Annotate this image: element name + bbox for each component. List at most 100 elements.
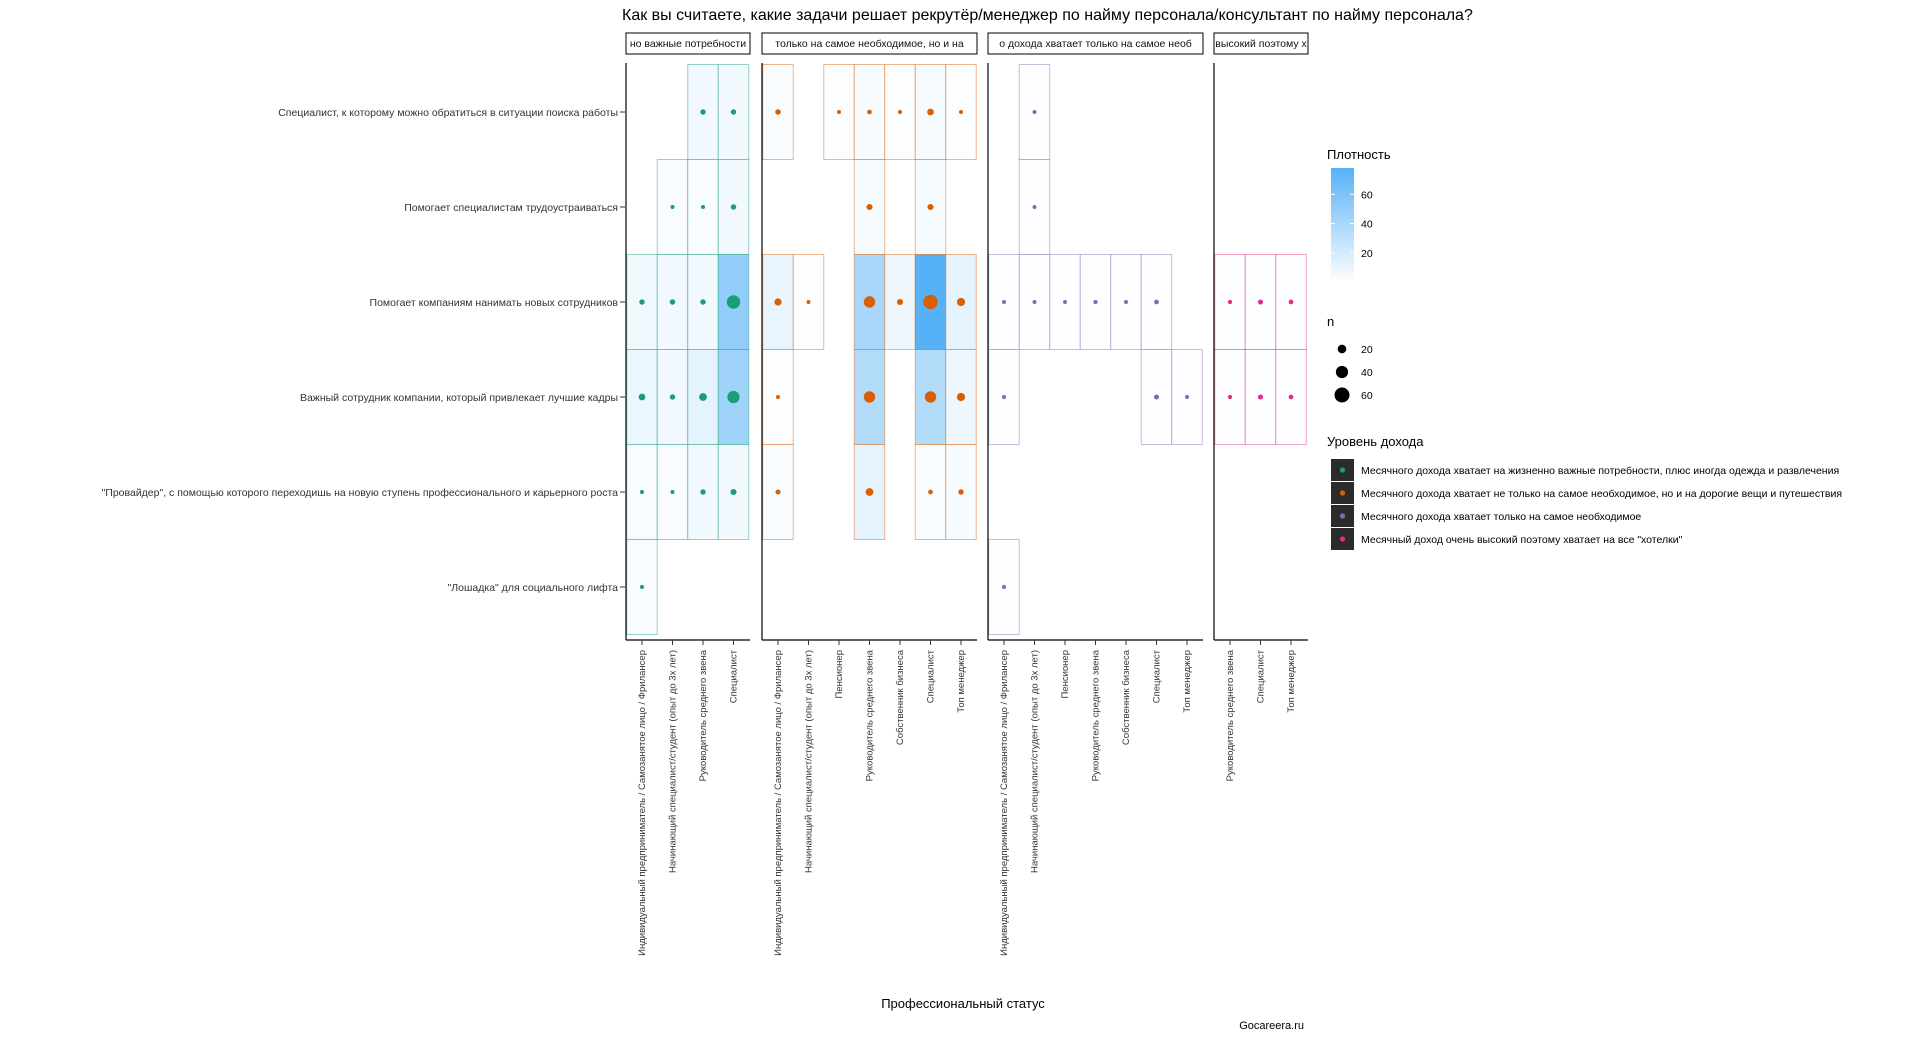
count-point bbox=[867, 109, 872, 115]
x-tick-label: Руководитель среднего звена bbox=[698, 649, 709, 781]
x-axis-title: Профессиональный статус bbox=[881, 996, 1045, 1011]
count-point bbox=[1227, 394, 1233, 400]
x-tick-label: Собственник бизнеса bbox=[895, 649, 906, 745]
legends: Плотность n Уровень дохода 20 40 60 20 40 60 М… bbox=[1327, 147, 1842, 550]
colorbar-tick-label: 40 bbox=[1361, 219, 1373, 231]
income-legend-label: Месячного дохода хватает не только на са… bbox=[1361, 488, 1842, 500]
count-point bbox=[726, 295, 741, 309]
size-legend-label: 40 bbox=[1361, 367, 1373, 379]
x-tick-label: Начинающий специалист/студент (опыт до 3… bbox=[804, 650, 815, 873]
x-tick-label: Топ менеджер bbox=[956, 650, 967, 713]
heat-cell bbox=[717, 349, 750, 445]
y-tick-label: "Лошадка" для социального лифта bbox=[448, 582, 619, 594]
density-colorbar bbox=[1331, 168, 1354, 282]
size-legend-point bbox=[1334, 387, 1350, 403]
count-point bbox=[638, 393, 646, 401]
x-tick-label: Начинающий специалист/студент (опыт до 3… bbox=[668, 650, 679, 873]
count-point bbox=[670, 205, 675, 209]
y-tick-label: Важный сотрудник компании, который привл… bbox=[300, 392, 618, 404]
count-point bbox=[776, 395, 780, 399]
count-point bbox=[700, 299, 706, 305]
y-axis-labels: Специалист, к которому можно обратиться … bbox=[102, 107, 625, 594]
size-legend-label: 20 bbox=[1361, 344, 1373, 356]
count-point bbox=[730, 204, 737, 210]
x-tick-label: Начинающий специалист/студент (опыт до 3… bbox=[1030, 650, 1041, 873]
count-point bbox=[1032, 300, 1037, 304]
facet-panel: о дохода хватает только на самое необ Инд… bbox=[987, 32, 1204, 956]
facet-strip-label: но важные потребности bbox=[630, 38, 746, 50]
caption: Gocareera.ru bbox=[1239, 1020, 1304, 1032]
count-point bbox=[837, 110, 841, 114]
count-point bbox=[1002, 585, 1006, 589]
count-point bbox=[1032, 205, 1037, 209]
count-point bbox=[640, 490, 644, 494]
facet-strip-label: о дохода хватает только на самое необ bbox=[999, 38, 1192, 50]
count-point bbox=[730, 109, 737, 115]
count-point bbox=[639, 299, 645, 305]
count-point bbox=[727, 390, 740, 404]
count-point bbox=[1002, 300, 1006, 304]
count-point bbox=[956, 392, 966, 402]
count-point bbox=[640, 585, 644, 589]
count-point bbox=[669, 299, 676, 305]
count-point bbox=[865, 488, 874, 496]
count-point bbox=[927, 108, 934, 116]
count-point bbox=[1185, 395, 1189, 399]
x-tick-label: Руководитель среднего звена bbox=[1091, 649, 1102, 781]
income-legend-point bbox=[1339, 490, 1346, 496]
x-tick-label: Специалист bbox=[1256, 649, 1267, 703]
count-point bbox=[863, 296, 876, 308]
count-point bbox=[774, 298, 782, 306]
colorbar-tick-label: 20 bbox=[1361, 248, 1373, 260]
count-point bbox=[896, 298, 904, 306]
x-tick-label: Индивидуальный предприниматель / Самозан… bbox=[999, 650, 1010, 956]
heat-cell bbox=[823, 64, 855, 160]
x-tick-label: Индивидуальный предприниматель / Самозан… bbox=[637, 650, 648, 956]
x-tick-label: Индивидуальный предприниматель / Самозан… bbox=[773, 650, 784, 956]
size-legend-label: 60 bbox=[1361, 390, 1373, 402]
count-point bbox=[1002, 395, 1006, 399]
income-legend-label: Месячный доход очень высокий поэтому хва… bbox=[1361, 534, 1683, 546]
size-legend-point bbox=[1335, 365, 1349, 379]
count-point bbox=[923, 294, 938, 310]
count-point bbox=[1063, 300, 1067, 304]
colorbar-tick-label: 60 bbox=[1361, 189, 1373, 201]
count-point bbox=[1288, 299, 1294, 305]
count-point bbox=[958, 489, 964, 495]
x-tick-label: Собственник бизнеса bbox=[1121, 649, 1132, 745]
count-point bbox=[1257, 299, 1264, 305]
count-point bbox=[1257, 394, 1264, 400]
count-point bbox=[1227, 299, 1233, 305]
facet-strip-label: только на самое необходимое, но и на bbox=[775, 38, 964, 50]
count-point bbox=[959, 110, 963, 114]
count-point bbox=[699, 393, 707, 401]
y-tick-label: "Провайдер", с помощью которого переходи… bbox=[102, 487, 619, 499]
facet-strip bbox=[625, 32, 751, 55]
facet-panels: но важные потребности Индивидуальный пред… bbox=[625, 32, 1309, 956]
count-point bbox=[866, 203, 873, 211]
count-point bbox=[700, 489, 706, 495]
chart-title: Как вы считаете, какие задачи решает рек… bbox=[622, 7, 1473, 24]
y-tick-label: Помогает компаниям нанимать новых сотруд… bbox=[370, 297, 619, 309]
count-point bbox=[898, 110, 902, 114]
count-point bbox=[1032, 110, 1037, 114]
size-legend-title: n bbox=[1327, 314, 1334, 329]
count-point bbox=[927, 203, 934, 211]
x-tick-label: Топ менеджер bbox=[1182, 650, 1193, 713]
count-point bbox=[956, 297, 966, 307]
count-point bbox=[775, 489, 781, 495]
income-legend-label: Месячного дохода хватает на жизненно важ… bbox=[1361, 465, 1839, 477]
y-tick-label: Специалист, к которому можно обратиться … bbox=[278, 107, 618, 119]
count-point bbox=[1124, 300, 1128, 304]
size-legend-point bbox=[1337, 344, 1347, 354]
density-legend-title: Плотность bbox=[1327, 147, 1391, 162]
count-point bbox=[730, 488, 737, 496]
count-point bbox=[1288, 394, 1294, 400]
income-legend-label: Месячного дохода хватает только на самое… bbox=[1361, 511, 1641, 523]
count-point bbox=[1154, 299, 1159, 305]
facet-panel: высокий поэтому х Руководитель среднего з… bbox=[1213, 32, 1309, 781]
count-point bbox=[701, 205, 705, 209]
x-tick-label: Руководитель среднего звена bbox=[1225, 649, 1236, 781]
x-tick-label: Специалист bbox=[729, 649, 740, 703]
